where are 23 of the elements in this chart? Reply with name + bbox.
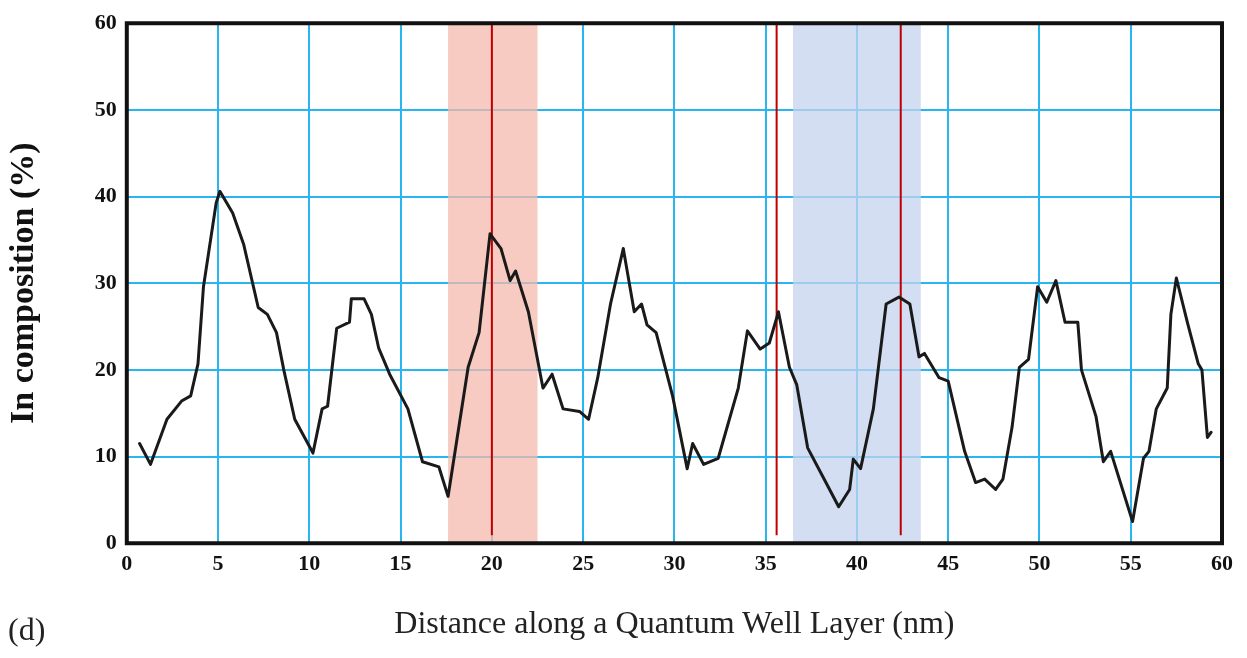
text: (d)	[8, 611, 46, 647]
y-tick-label: 10	[94, 442, 117, 468]
y-tick-label: 40	[94, 182, 117, 208]
x-tick-label: 0	[121, 550, 133, 576]
x-tick-label: 10	[298, 550, 321, 576]
x-tick-label: 5	[212, 550, 224, 576]
y-tick-label: 0	[105, 528, 117, 554]
y-tick-label: 50	[94, 95, 117, 121]
y-tick-label: 60	[94, 8, 117, 34]
x-tick-label: 45	[937, 550, 960, 576]
x-tick-label: 25	[572, 550, 595, 576]
x-tick-label: 60	[1211, 550, 1233, 576]
x-tick-label: 50	[1028, 550, 1051, 576]
x-axis-title: Distance along a Quantum Well Layer (nm)	[394, 604, 955, 641]
y-tick-label: 30	[94, 268, 117, 294]
x-tick-label: 40	[845, 550, 868, 576]
x-tick-label: 20	[480, 550, 503, 576]
x-tick-label: 30	[663, 550, 686, 576]
x-tick-label: 55	[1119, 550, 1142, 576]
x-tick-label: 15	[389, 550, 412, 576]
y-axis-title: In composition (%)	[3, 142, 42, 424]
x-tick-label: 35	[754, 550, 777, 576]
y-tick-label: 20	[94, 355, 117, 381]
